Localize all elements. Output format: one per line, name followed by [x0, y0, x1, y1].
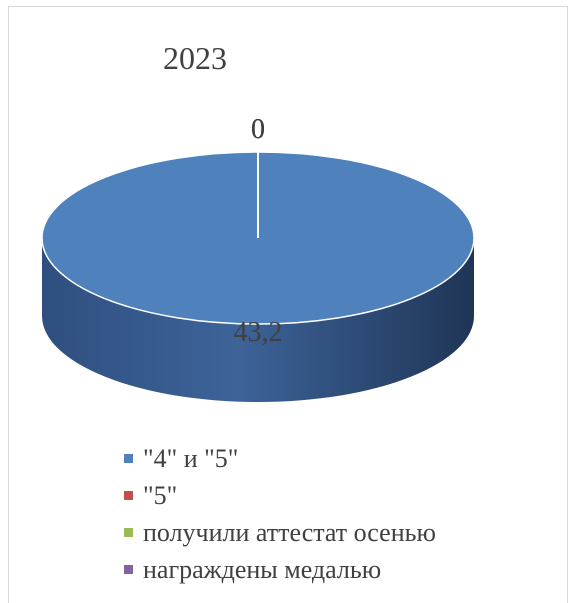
legend-item: награждены медалью — [124, 551, 436, 588]
legend-label: "4" и "5" — [143, 443, 239, 473]
pie-side-wall — [42, 238, 474, 402]
legend-item: "5" — [124, 477, 436, 514]
legend-label: получили аттестат осенью — [143, 517, 436, 547]
legend-swatch-autumn-certificate — [124, 528, 133, 537]
legend-swatch-4-and-5 — [124, 454, 133, 463]
data-label: 0 — [251, 114, 265, 145]
data-label: 0 — [251, 114, 265, 145]
legend-item: "4" и "5" — [124, 440, 436, 477]
legend-item: получили аттестат осенью — [124, 514, 436, 551]
data-label: 43,2 — [234, 317, 283, 348]
chart-title: 2023 — [163, 40, 227, 76]
legend-swatch-5 — [124, 491, 133, 500]
legend-label: награждены медалью — [143, 554, 382, 584]
chart-frame — [8, 6, 568, 603]
legend-label: "5" — [143, 480, 178, 510]
data-label: 0 — [251, 114, 265, 145]
chart-legend: "4" и "5" "5" получили аттестат осенью н… — [124, 440, 436, 588]
legend-swatch-medal — [124, 565, 133, 574]
